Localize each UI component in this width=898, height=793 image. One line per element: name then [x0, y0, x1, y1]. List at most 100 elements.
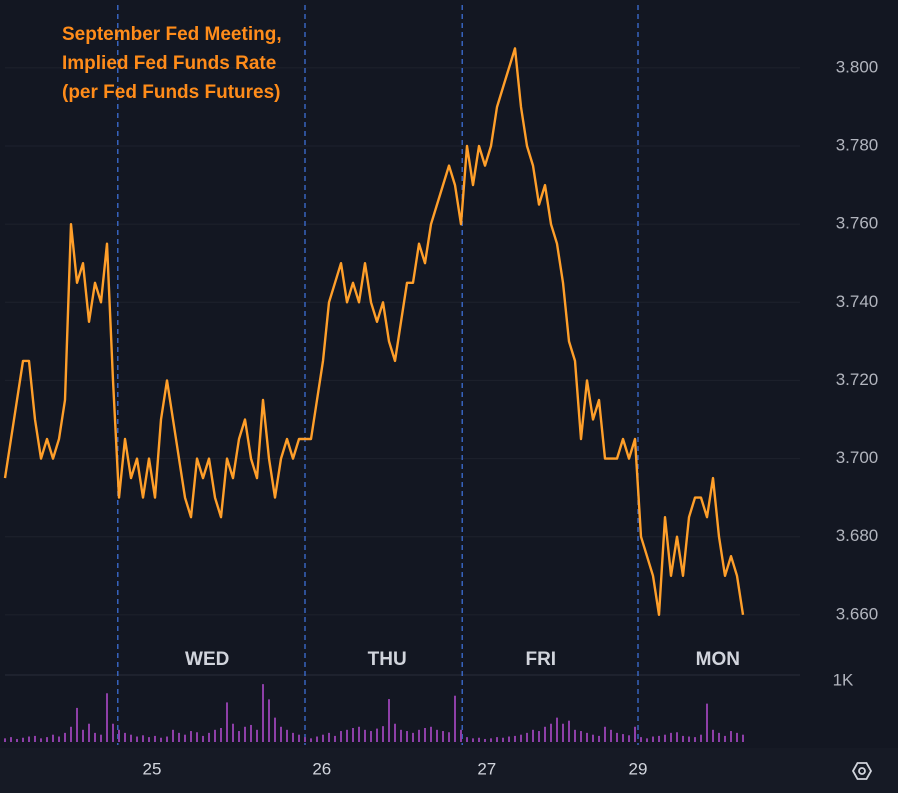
- volume-bar: [64, 732, 66, 742]
- settings-hexagon[interactable]: [851, 762, 873, 780]
- volume-bar: [190, 731, 192, 742]
- x-tick-label: 26: [312, 759, 331, 778]
- volume-bar: [676, 732, 678, 742]
- volume-bar: [172, 729, 174, 742]
- volume-bar: [4, 738, 6, 742]
- volume-bar: [472, 738, 474, 742]
- volume-bar: [328, 732, 330, 742]
- x-tick-label: 25: [143, 759, 162, 778]
- volume-bar: [202, 735, 204, 742]
- volume-bar: [448, 732, 450, 742]
- volume-bar: [502, 737, 504, 742]
- volume-bar: [736, 732, 738, 742]
- volume-bar: [220, 727, 222, 742]
- volume-bar: [550, 723, 552, 742]
- volume-bar: [700, 734, 702, 742]
- volume-bar: [742, 734, 744, 742]
- volume-bar: [118, 729, 120, 742]
- volume-bar: [598, 735, 600, 742]
- volume-bar: [478, 737, 480, 742]
- volume-bar: [292, 732, 294, 742]
- volume-bar: [166, 736, 168, 742]
- volume-bar: [640, 737, 642, 742]
- volume-bar: [376, 728, 378, 742]
- volume-tick-label: 1K: [833, 671, 854, 690]
- volume-bar: [286, 729, 288, 742]
- volume-bar: [604, 726, 606, 742]
- volume-bar: [490, 738, 492, 742]
- volume-bar: [346, 729, 348, 742]
- volume-bar: [250, 724, 252, 742]
- y-tick-label: 3.740: [836, 292, 879, 311]
- volume-bar: [544, 726, 546, 742]
- volume-bar: [340, 731, 342, 742]
- volume-bar: [232, 723, 234, 742]
- volume-bar: [142, 735, 144, 742]
- volume-bar: [226, 702, 228, 742]
- volume-bar: [724, 735, 726, 742]
- volume-bar: [124, 732, 126, 742]
- volume-bar: [508, 736, 510, 742]
- volume-bar: [358, 726, 360, 742]
- volume-bar: [136, 736, 138, 742]
- volume-bar: [94, 732, 96, 742]
- volume-bar: [526, 732, 528, 742]
- volume-bar: [460, 729, 462, 742]
- volume-bar: [658, 735, 660, 742]
- volume-bar: [388, 699, 390, 742]
- volume-bar: [628, 735, 630, 742]
- volume-bar: [334, 735, 336, 742]
- volume-bar: [718, 732, 720, 742]
- y-tick-label: 3.760: [836, 214, 879, 233]
- volume-bar: [58, 736, 60, 742]
- volume-bar: [622, 734, 624, 742]
- volume-bar: [16, 738, 18, 742]
- volume-bar: [316, 736, 318, 742]
- volume-bar: [238, 731, 240, 742]
- annotation: Implied Fed Funds Rate: [62, 53, 276, 74]
- y-tick-label: 3.780: [836, 136, 879, 155]
- volume-bar: [562, 723, 564, 742]
- volume-bar: [100, 734, 102, 742]
- volume-bar: [442, 731, 444, 742]
- settings-dot[interactable]: [858, 767, 866, 775]
- volume-bar: [616, 732, 618, 742]
- time-axis-area: [0, 748, 898, 793]
- volume-bar: [322, 734, 324, 742]
- volume-bar: [394, 723, 396, 742]
- volume-bar: [364, 729, 366, 742]
- volume-bar: [664, 734, 666, 742]
- y-tick-label: 3.800: [836, 57, 879, 76]
- volume-bar: [10, 737, 12, 742]
- volume-bar: [514, 735, 516, 742]
- annotation: September Fed Meeting,: [62, 24, 282, 45]
- volume-bar: [274, 717, 276, 742]
- day-label: MON: [696, 649, 740, 670]
- settings-icon[interactable]: [851, 762, 873, 780]
- volume-bar: [694, 737, 696, 742]
- volume-bar: [670, 732, 672, 742]
- volume-bar: [400, 729, 402, 742]
- volume-bar: [130, 734, 132, 742]
- volume-bar: [580, 731, 582, 742]
- volume-bar: [88, 723, 90, 742]
- volume-bar: [712, 729, 714, 742]
- volume-bar: [214, 729, 216, 742]
- price-line: [3, 47, 745, 616]
- volume-bar: [454, 695, 456, 742]
- volume-bar: [304, 737, 306, 742]
- volume-bar: [76, 707, 78, 742]
- volume-bar: [382, 726, 384, 742]
- volume-bar: [196, 732, 198, 742]
- volume-bar: [706, 703, 708, 742]
- day-label: THU: [368, 649, 407, 670]
- annotation: (per Fed Funds Futures): [62, 82, 281, 103]
- volume-bar: [148, 737, 150, 742]
- volume-bar: [178, 732, 180, 742]
- volume-bar: [82, 729, 84, 742]
- volume-bar: [22, 737, 24, 742]
- volume-bar: [262, 684, 264, 742]
- day-label: FRI: [525, 649, 556, 670]
